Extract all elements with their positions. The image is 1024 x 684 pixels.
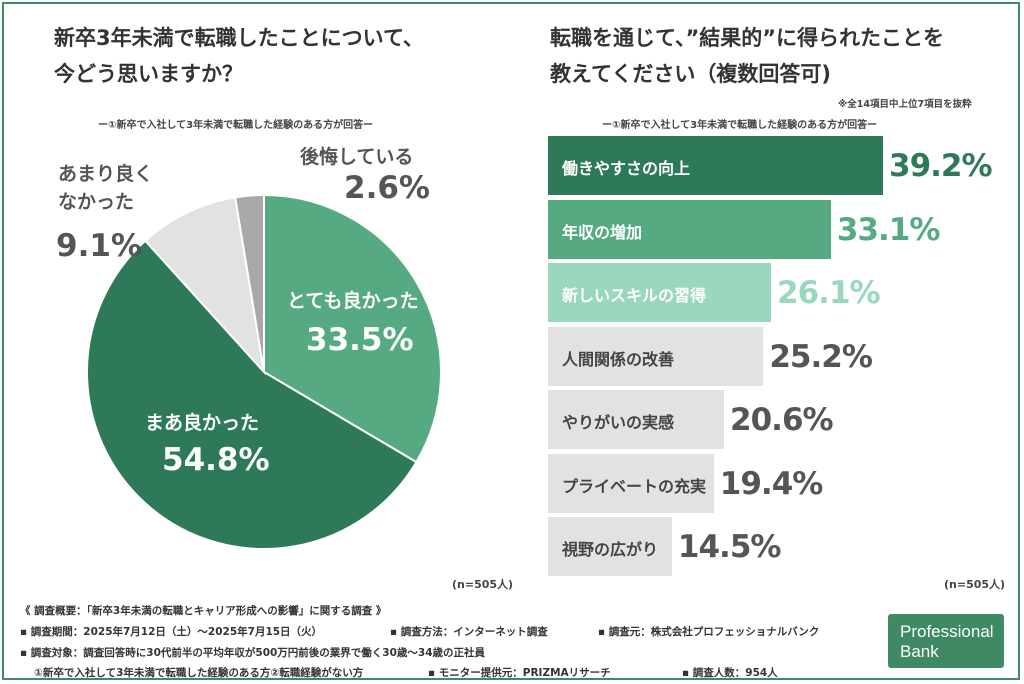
- bar-0: [548, 136, 883, 195]
- professional-bank-logo: Professional Bank: [888, 614, 1004, 668]
- bar-value-6: 14.5%: [677, 529, 782, 565]
- pie-label-s3-value: 2.6%: [344, 170, 430, 206]
- footer-groups: ①新卒で入社して3年未満で転職した経験のある方②転職経験がない方: [34, 667, 364, 679]
- right-note: ※全14項目中上位7項目を抜粋: [838, 99, 972, 110]
- bar-label-3: 人間関係の改善: [562, 349, 675, 369]
- bar-3: [548, 326, 764, 386]
- bar-4: [548, 390, 725, 449]
- bar-value-2: 26.1%: [777, 275, 881, 311]
- right-n-label: (n=505人): [944, 578, 1006, 591]
- right-title: 転職を通じて、”結果的”に得られたことを 教えてください（複数回答可): [550, 20, 944, 92]
- pie-label-s1-name: まあ良かった: [145, 412, 260, 434]
- pie-label-s0-name: とても良かった: [287, 290, 419, 312]
- footer-monitor: ▪ モニター提供元：PRIZMAリサーチ: [428, 667, 611, 679]
- logo-line1: Professional: [900, 622, 994, 641]
- pie-label-s3-name: 後悔している: [300, 146, 414, 168]
- bar-value-0: 39.2%: [889, 148, 993, 184]
- footer-count: ▪ 調査人数：954人: [682, 667, 778, 679]
- footer-period: ▪ 調査期間：2025年7月12日（土）～2025年7月15日（火）: [20, 626, 323, 638]
- logo-line2: Bank: [900, 642, 939, 661]
- pie-label-s2-name-line2: なかった: [58, 191, 135, 213]
- bar-label-0: 働きやすさの向上: [562, 159, 691, 178]
- right-subtitle: ー①新卒で入社して3年未満で転職した経験のある方が回答ー: [602, 120, 878, 131]
- bar-1: [548, 199, 831, 259]
- left-title: 新卒3年未満で転職したことについて、 今どう思いますか？: [54, 20, 424, 92]
- bar-label-1: 年収の増加: [562, 222, 643, 242]
- bar-value-5: 19.4%: [719, 465, 824, 502]
- left-title-line1: 新卒3年未満で転職したことについて、: [54, 26, 424, 50]
- pie-label-s0-value: 33.5%: [306, 322, 414, 358]
- left-n-label: (n=505人): [452, 578, 514, 591]
- pie-label-s1-value: 54.8%: [162, 442, 270, 478]
- left-title-line2: 今どう思いますか？: [54, 62, 243, 86]
- footer-method: ▪ 調査方法：インターネット調査: [390, 626, 548, 638]
- bar-6: [548, 517, 672, 576]
- pie-label-s2-name-line1: あまり良く: [58, 163, 154, 185]
- pie-label-s2-value: 9.1%: [56, 228, 142, 264]
- bar-2: [548, 263, 772, 322]
- pie-slice-3: [234, 193, 265, 373]
- bar-5: [548, 453, 714, 513]
- pie-label-s2-name: あまり良く なかった: [58, 160, 153, 216]
- left-subtitle: ー①新卒で入社して3年未満で転職した経験のある方が回答ー: [98, 120, 374, 131]
- bar-value-4: 20.6%: [730, 402, 834, 438]
- bar-label-4: やりがいの実感: [562, 413, 675, 432]
- footer-source: ▪ 調査元：株式会社プロフェッショナルバンク: [598, 626, 820, 638]
- footer-target: ▪ 調査対象：調査回答時に30代前半の平均年収が500万円前後の業界で働く30歳…: [20, 647, 486, 659]
- pie-slice-2: [143, 196, 266, 376]
- bar-label-6: 視野の広がり: [562, 540, 659, 559]
- right-title-line1: 転職を通じて、”結果的”に得られたことを: [550, 26, 945, 50]
- bar-label-2: 新しいスキルの習得: [562, 286, 707, 305]
- right-title-line2: 教えてください（複数回答可): [550, 62, 831, 86]
- bar-value-3: 25.2%: [769, 338, 873, 375]
- bar-value-1: 33.1%: [836, 211, 941, 248]
- pie-slice-0: [263, 193, 442, 464]
- pie-slice-1: [86, 239, 418, 550]
- bar-label-5: プライベートの充実: [562, 476, 707, 496]
- footer-survey-title: 《 調査概要：「新卒3年未満の転職とキャリア形成への影響」に関する調査 》: [20, 605, 387, 617]
